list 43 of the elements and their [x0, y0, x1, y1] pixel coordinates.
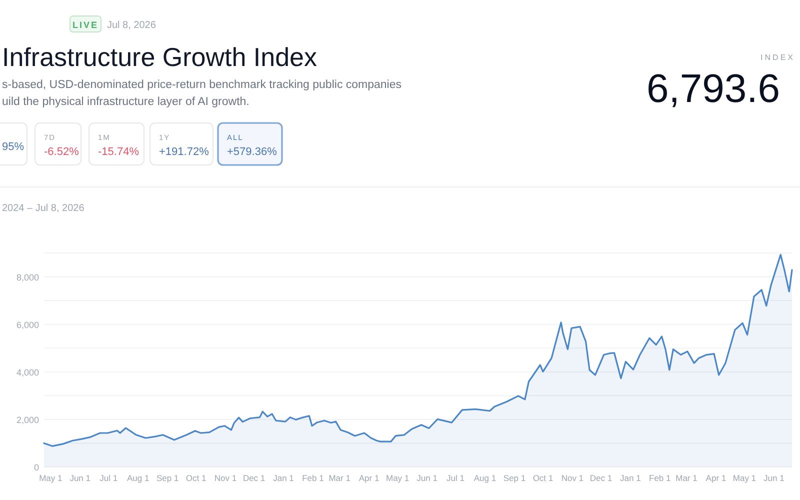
- x-tick-label: Jun 1: [70, 473, 91, 483]
- x-tick-label: May 1: [732, 473, 756, 483]
- x-tick-label: Nov 1: [214, 473, 237, 483]
- y-tick-label: 0: [34, 462, 39, 472]
- x-tick-label: Apr 1: [358, 473, 380, 483]
- chart-subtitle: s-based, USD-denominated price-return benchmark tracking public companies uild the physical infrastructure layer of AI growth.: [2, 79, 402, 108]
- x-tick-label: Feb 1: [302, 473, 324, 483]
- y-tick-label: 6,000: [16, 320, 39, 330]
- text: +579.36%: [227, 146, 278, 158]
- text: LIVE: [72, 20, 99, 30]
- x-tick-label: Dec 1: [590, 473, 612, 483]
- x-tick-label: Jan 1: [620, 473, 642, 483]
- x-tick-label: Feb 1: [649, 473, 672, 483]
- x-tick-label: Aug 1: [126, 473, 150, 483]
- x-tick-label: Jun 1: [764, 473, 785, 483]
- x-tick-label: Aug 1: [474, 473, 496, 483]
- text: -6.52%: [44, 146, 80, 158]
- x-tick-label: Dec 1: [242, 473, 266, 483]
- y-tick-label: 8,000: [16, 272, 39, 282]
- x-tick-label: May 1: [39, 473, 62, 483]
- x-tick-label: Jul 1: [100, 473, 118, 483]
- x-tick-label: Apr 1: [706, 473, 726, 483]
- x-tick-label: Jul 1: [446, 473, 465, 483]
- x-tick-label: Mar 1: [676, 473, 698, 483]
- text: +191.72%: [159, 146, 210, 158]
- x-tick-label: Jan 1: [273, 473, 294, 483]
- text: Jul 8, 2026: [107, 20, 156, 31]
- x-tick-label: Nov 1: [561, 473, 584, 483]
- y-tick-label: 4,000: [16, 367, 39, 378]
- y-tick-label: 2,000: [16, 414, 39, 425]
- x-tick-label: Oct 1: [532, 473, 554, 483]
- text: 2024 – Jul 8, 2026: [2, 203, 85, 214]
- text: 95%: [2, 141, 24, 153]
- x-tick-label: May 1: [386, 473, 410, 483]
- x-tick-label: Mar 1: [328, 473, 351, 483]
- x-tick-label: Sep 1: [156, 473, 179, 483]
- text: 6,793.6: [646, 67, 780, 111]
- text: -15.74%: [98, 146, 140, 158]
- x-tick-label: Oct 1: [186, 473, 206, 483]
- chart-title: Infrastructure Growth Index: [2, 42, 318, 72]
- text: INDEX: [760, 53, 795, 62]
- x-tick-label: Sep 1: [503, 473, 526, 483]
- x-tick-label: Jun 1: [416, 473, 438, 483]
